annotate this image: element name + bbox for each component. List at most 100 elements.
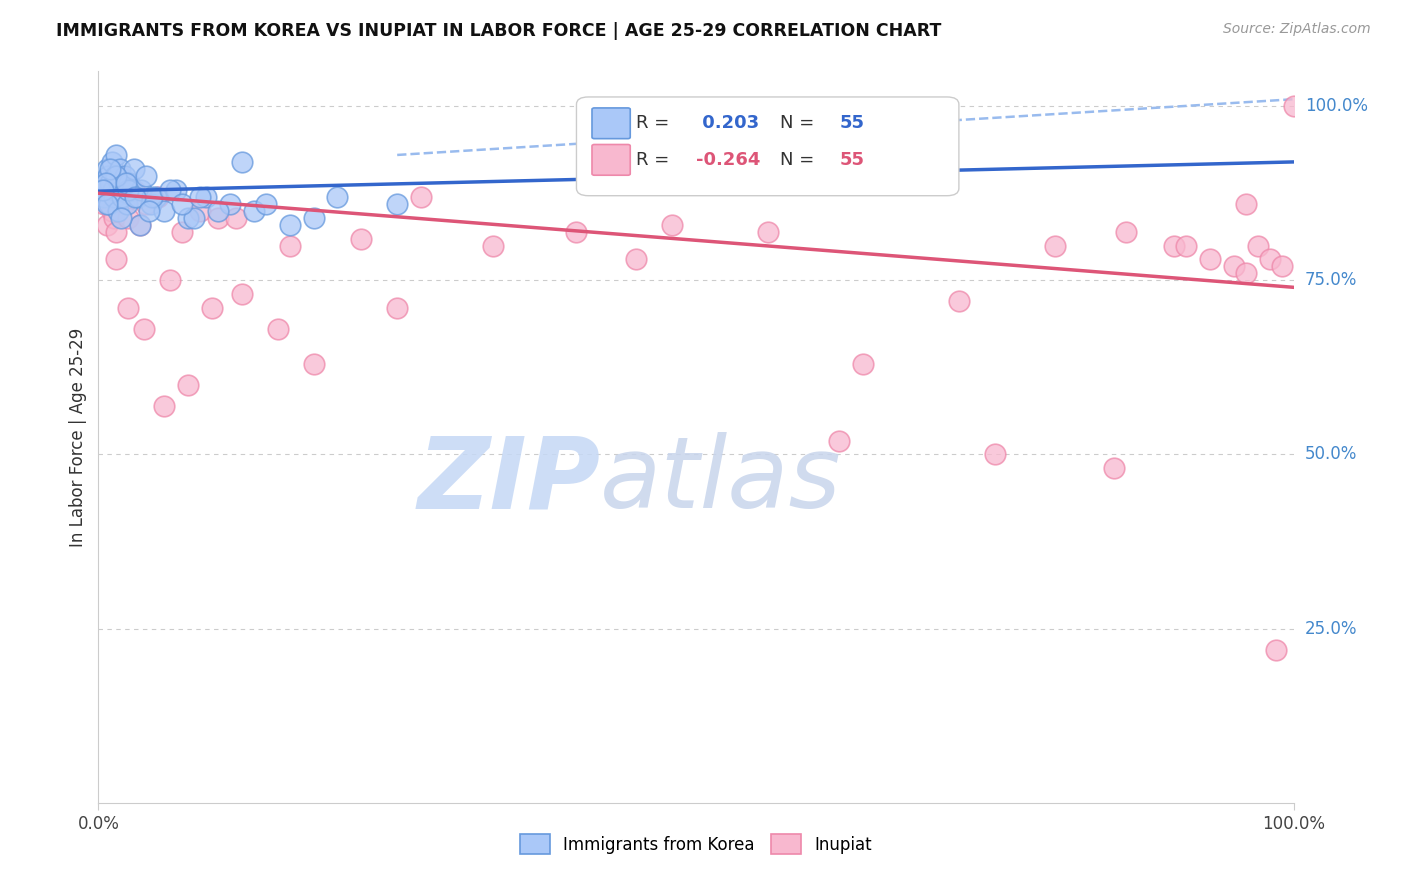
Point [1163,238,1185,252]
Point [98,183,121,197]
Point [98,161,122,176]
Point [201,301,224,316]
Point [183,211,205,225]
Text: 55: 55 [839,151,865,169]
Text: 0.203: 0.203 [696,114,759,132]
Point [177,377,200,392]
Point [115,196,138,211]
Point [1234,266,1257,280]
Point [231,287,253,301]
Point [1271,260,1294,274]
Point [108,161,131,176]
Point [124,183,146,197]
Point [103,211,125,225]
Point [110,211,132,225]
Point [159,183,181,197]
Point [411,190,433,204]
Point [124,161,146,176]
Point [254,196,277,211]
Point [129,218,152,232]
Text: 50.0%: 50.0% [1305,445,1357,464]
Point [96,196,118,211]
Point [105,148,128,162]
Point [105,252,128,267]
Point [188,203,211,218]
Point [100,155,122,169]
Point [129,218,152,232]
Point [145,190,167,204]
Point [135,169,157,183]
Point [104,169,127,183]
Text: R =: R = [636,151,669,169]
Point [124,190,146,204]
Point [195,190,218,204]
Point [94,176,117,190]
Point [107,203,129,218]
Point [115,176,138,190]
Text: 25.0%: 25.0% [1305,620,1357,638]
Point [96,161,118,176]
Point [148,190,170,204]
Point [481,238,505,252]
Point [112,196,135,211]
Point [1199,252,1222,267]
Point [172,225,194,239]
FancyBboxPatch shape [592,145,630,175]
Point [127,190,149,204]
Point [661,218,683,232]
Point [326,190,349,204]
Text: 55: 55 [839,114,865,132]
Point [278,238,301,252]
Point [108,169,131,183]
Point [172,196,194,211]
Point [141,190,163,204]
Text: 100.0%: 100.0% [1305,97,1368,115]
Point [91,183,114,197]
Point [756,225,779,239]
Point [1282,99,1305,113]
Text: N =: N = [779,114,814,132]
Point [1104,461,1126,475]
Point [231,155,253,169]
Point [1223,260,1246,274]
Point [385,196,409,211]
Text: Source: ZipAtlas.com: Source: ZipAtlas.com [1223,22,1371,37]
Point [302,357,325,371]
Point [93,190,115,204]
Point [267,322,290,336]
Point [852,357,875,371]
Point [302,211,325,225]
Point [153,203,176,218]
Point [225,211,247,225]
Point [165,183,187,197]
Point [278,218,301,232]
Point [138,203,160,218]
Point [350,231,373,245]
Point [139,196,162,211]
Text: N =: N = [779,151,814,169]
Point [107,176,129,190]
Point [91,190,114,204]
Point [121,183,143,197]
Point [565,225,588,239]
Point [91,183,114,197]
Text: R =: R = [636,114,669,132]
Text: -0.264: -0.264 [696,151,761,169]
Point [135,196,157,211]
Point [243,203,266,218]
Point [188,190,211,204]
Point [948,294,970,309]
Point [1264,642,1286,657]
Legend: Immigrants from Korea, Inupiat: Immigrants from Korea, Inupiat [513,828,879,860]
Point [1115,225,1137,239]
Point [117,211,139,225]
Point [111,190,134,204]
Point [117,301,139,316]
Point [1247,238,1270,252]
Point [207,211,229,225]
Point [984,448,1007,462]
FancyBboxPatch shape [576,97,959,195]
Point [93,196,115,211]
Point [100,203,122,218]
Text: ZIP: ZIP [418,433,600,530]
